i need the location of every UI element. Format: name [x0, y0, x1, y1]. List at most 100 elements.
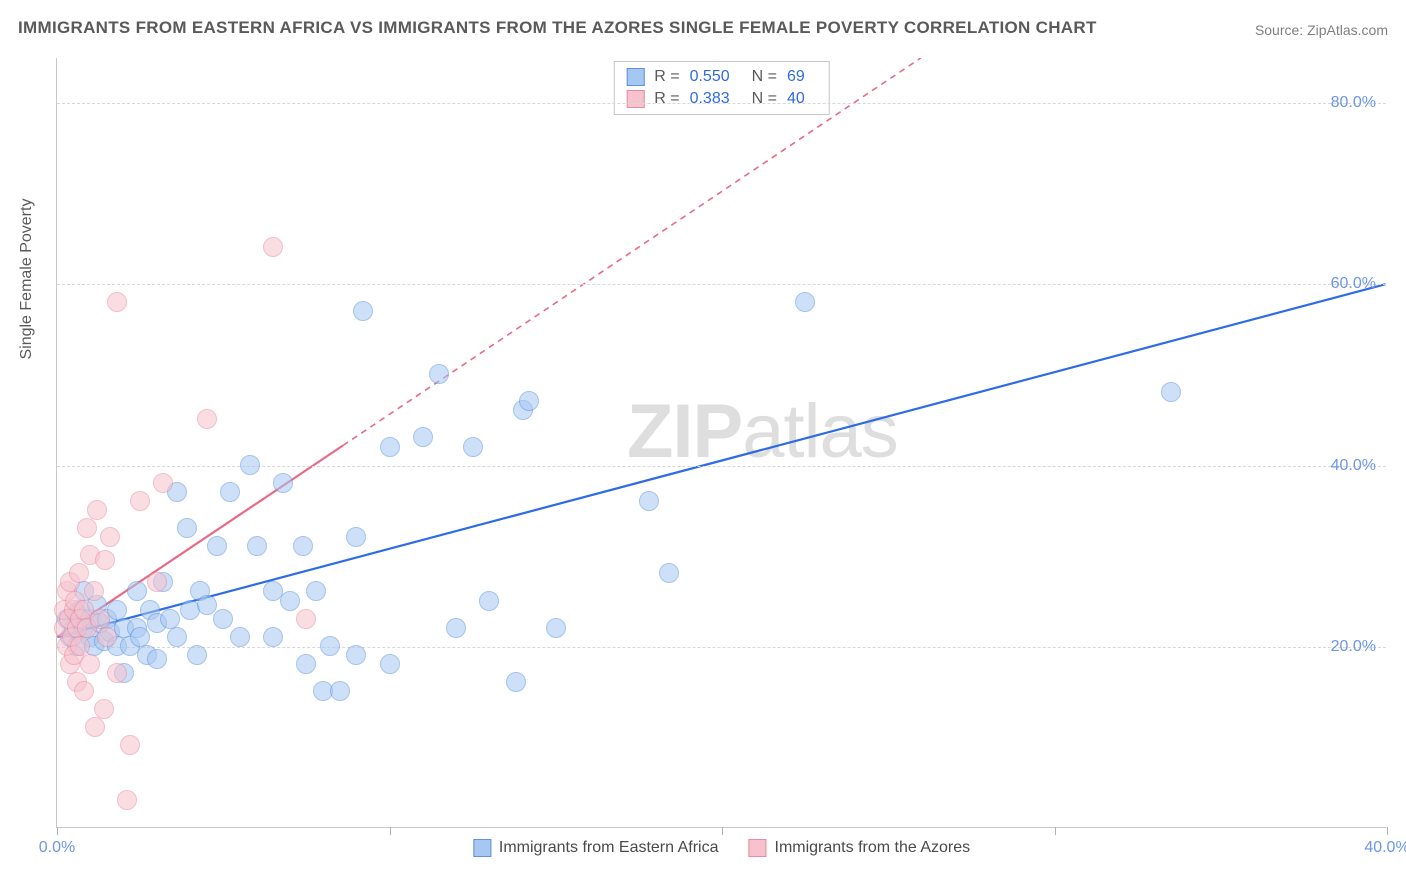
data-point — [90, 609, 110, 629]
data-point — [94, 699, 114, 719]
data-point — [80, 654, 100, 674]
data-point — [263, 627, 283, 647]
data-point — [230, 627, 250, 647]
r-value: 0.550 — [690, 66, 730, 88]
r-label: R = — [654, 88, 679, 110]
gridline — [57, 103, 1386, 104]
data-point — [346, 645, 366, 665]
gridline — [57, 284, 1386, 285]
data-point — [220, 482, 240, 502]
data-point — [70, 636, 90, 656]
n-value: 40 — [787, 88, 805, 110]
data-point — [429, 364, 449, 384]
legend-swatch — [749, 839, 767, 857]
data-point — [519, 391, 539, 411]
data-point — [95, 550, 115, 570]
data-point — [207, 536, 227, 556]
data-point — [84, 581, 104, 601]
data-point — [795, 292, 815, 312]
legend-swatch — [626, 68, 644, 86]
data-point — [263, 237, 283, 257]
n-value: 69 — [787, 66, 805, 88]
legend-item: Immigrants from the Azores — [749, 839, 971, 857]
x-tick — [1387, 827, 1388, 835]
data-point — [85, 717, 105, 737]
n-label: N = — [752, 66, 777, 88]
legend-swatch — [473, 839, 491, 857]
data-point — [446, 618, 466, 638]
legend-label: Immigrants from the Azores — [775, 839, 971, 857]
source-attribution: Source: ZipAtlas.com — [1255, 22, 1388, 38]
data-point — [167, 627, 187, 647]
data-point — [463, 437, 483, 457]
scatter-plot: ZIPatlas R =0.550N =69R =0.383N =40 Immi… — [56, 58, 1386, 828]
legend-swatch — [626, 90, 644, 108]
data-point — [506, 672, 526, 692]
legend-item: Immigrants from Eastern Africa — [473, 839, 719, 857]
data-point — [177, 518, 197, 538]
legend-stat-row: R = 0.550 N = 69 — [626, 66, 817, 88]
y-tick-label: 40.0% — [1331, 457, 1376, 475]
x-tick — [57, 827, 58, 835]
y-tick-label: 80.0% — [1331, 94, 1376, 112]
data-point — [1161, 382, 1181, 402]
data-point — [100, 527, 120, 547]
data-point — [330, 681, 350, 701]
data-point — [306, 581, 326, 601]
data-point — [120, 735, 140, 755]
trend-lines-layer — [57, 58, 1386, 827]
data-point — [77, 518, 97, 538]
data-point — [153, 473, 173, 493]
data-point — [127, 581, 147, 601]
data-point — [247, 536, 267, 556]
data-point — [413, 427, 433, 447]
data-point — [240, 455, 260, 475]
x-tick — [722, 827, 723, 835]
data-point — [147, 572, 167, 592]
r-value: 0.383 — [690, 88, 730, 110]
data-point — [659, 563, 679, 583]
x-tick-label: 0.0% — [39, 839, 75, 857]
data-point — [107, 663, 127, 683]
data-point — [197, 595, 217, 615]
data-point — [213, 609, 233, 629]
n-label: N = — [752, 88, 777, 110]
correlation-legend: R = 0.550 N = 69 R = 0.383 N = 40 — [613, 61, 830, 115]
data-point — [353, 301, 373, 321]
chart-title: IMMIGRANTS FROM EASTERN AFRICA VS IMMIGR… — [18, 18, 1097, 38]
legend-label: Immigrants from Eastern Africa — [499, 839, 719, 857]
data-point — [380, 654, 400, 674]
data-point — [273, 473, 293, 493]
data-point — [107, 292, 127, 312]
y-axis-label: Single Female Poverty — [18, 199, 36, 360]
data-point — [546, 618, 566, 638]
data-point — [380, 437, 400, 457]
data-point — [117, 790, 137, 810]
r-label: R = — [654, 66, 679, 88]
gridline — [57, 647, 1386, 648]
x-tick — [390, 827, 391, 835]
data-point — [87, 500, 107, 520]
y-tick-label: 20.0% — [1331, 638, 1376, 656]
x-tick — [1055, 827, 1056, 835]
data-point — [187, 645, 207, 665]
data-point — [479, 591, 499, 611]
data-point — [280, 591, 300, 611]
data-point — [130, 627, 150, 647]
data-point — [296, 654, 316, 674]
legend-stat-row: R = 0.383 N = 40 — [626, 88, 817, 110]
data-point — [160, 609, 180, 629]
data-point — [320, 636, 340, 656]
data-point — [97, 627, 117, 647]
data-point — [293, 536, 313, 556]
data-point — [74, 681, 94, 701]
data-point — [130, 491, 150, 511]
data-point — [296, 609, 316, 629]
data-point — [147, 649, 167, 669]
data-point — [69, 563, 89, 583]
series-legend: Immigrants from Eastern Africa Immigrants… — [473, 839, 970, 857]
data-point — [197, 409, 217, 429]
data-point — [346, 527, 366, 547]
y-tick-label: 60.0% — [1331, 275, 1376, 293]
data-point — [639, 491, 659, 511]
